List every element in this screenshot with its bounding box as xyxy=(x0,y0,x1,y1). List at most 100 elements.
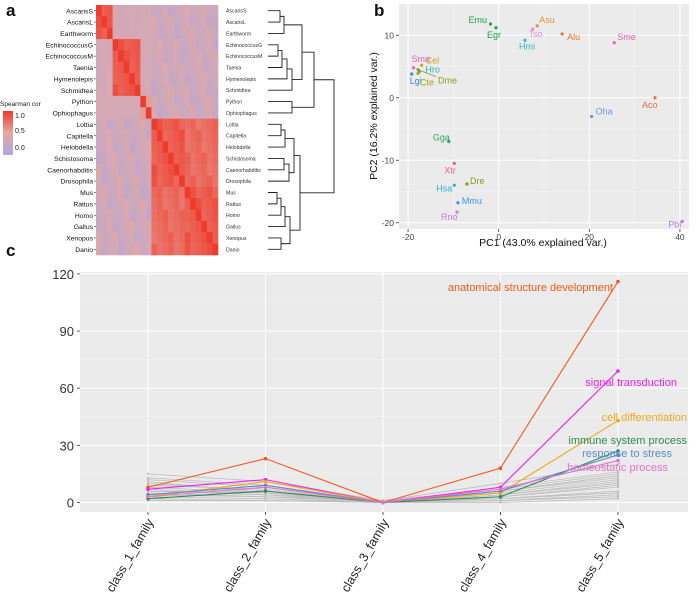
series-point xyxy=(263,489,268,493)
heatmap-cell xyxy=(212,243,219,256)
heatmap-cell xyxy=(151,232,158,244)
pca-point-label: Oha xyxy=(596,107,613,117)
heatmap-cell xyxy=(212,84,219,97)
heatmap-cell xyxy=(179,39,186,51)
heatmap-cell xyxy=(212,220,219,233)
heatmap-cell xyxy=(212,73,219,85)
dendrogram-branch xyxy=(268,197,282,216)
heatmap-cell xyxy=(123,209,130,222)
heatmap-cell xyxy=(118,164,125,176)
heatmap-cell xyxy=(168,175,174,188)
dendrogram-leaf-label: Helobdella xyxy=(226,145,251,151)
heatmap-cell xyxy=(184,243,191,256)
heatmap-cell xyxy=(184,220,191,233)
pca-xtick-label: -20 xyxy=(402,232,415,242)
heatmap-cell xyxy=(173,50,180,63)
dendrogram-branch xyxy=(268,58,288,80)
heatmap-cell xyxy=(123,39,130,51)
heatmap-cell xyxy=(129,209,136,222)
heatmap-cell xyxy=(212,198,219,210)
heatmap-cell xyxy=(134,16,141,29)
heatmap-cell xyxy=(190,84,197,97)
heatmap-cell xyxy=(206,118,213,131)
heatmap-cell xyxy=(145,16,152,29)
heatmap-cell xyxy=(195,186,202,199)
background-point xyxy=(616,489,620,493)
heatmap-cell xyxy=(101,16,108,29)
dendrogram-leaf-label: Capitella xyxy=(226,134,246,140)
heatmap-row-label: Capitella xyxy=(67,133,94,140)
heatmap-cell xyxy=(195,73,202,85)
heatmap-cell xyxy=(151,73,158,85)
heatmap-cell xyxy=(184,5,191,17)
heatmap-cell xyxy=(129,50,136,63)
heatmap-cell xyxy=(206,73,213,85)
heatmap-cell xyxy=(212,39,219,51)
heatmap-cell xyxy=(145,209,152,222)
heatmap-cell xyxy=(168,130,174,142)
heatmap-cell xyxy=(184,186,191,199)
heatmap-cell xyxy=(96,220,102,233)
heatmap-row-labels: AscarisS AscarisL Earthworm EchinococcusG Ec… xyxy=(45,8,96,254)
heatmap-cell xyxy=(129,118,136,131)
background-point xyxy=(499,482,502,485)
heatmap-cell xyxy=(212,141,219,154)
heatmap-cell xyxy=(107,209,113,222)
background-point xyxy=(146,478,150,481)
dendrogram-leaf-label: Hymenolepis xyxy=(226,77,256,83)
heatmap-cell xyxy=(184,141,191,154)
legend-title: Spearman cor xyxy=(0,101,42,108)
heatmap-cell xyxy=(129,198,136,210)
heatmap-cell xyxy=(129,39,136,51)
heatmap-cell xyxy=(179,164,186,176)
series-point xyxy=(616,279,620,284)
heatmap-cell xyxy=(134,220,141,233)
heatmap-cells xyxy=(96,5,219,256)
heatmap-cell xyxy=(151,152,158,165)
heatmap-cell xyxy=(107,186,113,199)
heatmap-cell xyxy=(195,50,202,63)
dendrogram-branch xyxy=(268,129,286,148)
heatmap-cell xyxy=(184,107,191,119)
heatmap-legend: Spearman cor 1.0 0.5 0.0 xyxy=(0,101,42,155)
heatmap-cell xyxy=(212,95,219,108)
heatmap-cell xyxy=(145,107,152,119)
heatmap-cell xyxy=(134,152,141,165)
heatmap-cell xyxy=(107,220,113,233)
heatmap-cell xyxy=(162,164,169,176)
pca-point xyxy=(452,161,456,165)
heatmap-cell xyxy=(157,186,163,199)
heatmap-cell xyxy=(173,95,180,108)
heatmap-cell xyxy=(168,164,174,176)
dendrogram-leaf-label: Lottia xyxy=(226,122,239,128)
heatmap-cell xyxy=(96,84,102,97)
heatmap-cell xyxy=(112,118,119,131)
heatmap-cell xyxy=(195,243,202,256)
dendrogram-leaf-label: Schistosoma xyxy=(226,156,256,162)
lines-plot-background xyxy=(80,272,688,512)
heatmap-cell xyxy=(151,118,158,131)
heatmap-cell xyxy=(157,27,163,40)
heatmap-cell xyxy=(157,232,163,244)
heatmap-cell xyxy=(140,198,147,210)
lines-xtick-label: class_3_family xyxy=(338,516,391,594)
heatmap-cell xyxy=(195,209,202,222)
heatmap-cell xyxy=(212,152,219,165)
heatmap-cell xyxy=(162,141,169,154)
heatmap-cell xyxy=(173,61,180,74)
heatmap-row-label: Helobdella xyxy=(61,145,93,152)
heatmap-cell xyxy=(123,95,130,108)
heatmap-cell xyxy=(162,16,169,29)
heatmap-cell xyxy=(173,107,180,119)
heatmap-cell xyxy=(162,130,169,142)
heatmap-cell xyxy=(151,61,158,74)
heatmap-cell xyxy=(168,84,174,97)
series-label: cell differentiation xyxy=(602,412,687,424)
heatmap-cell xyxy=(101,61,108,74)
heatmap-cell xyxy=(173,16,180,29)
heatmap-cell xyxy=(129,232,136,244)
heatmap-cell xyxy=(145,61,152,74)
pca-point xyxy=(653,96,657,100)
heatmap-cell xyxy=(195,152,202,165)
heatmap-cell xyxy=(168,198,174,210)
